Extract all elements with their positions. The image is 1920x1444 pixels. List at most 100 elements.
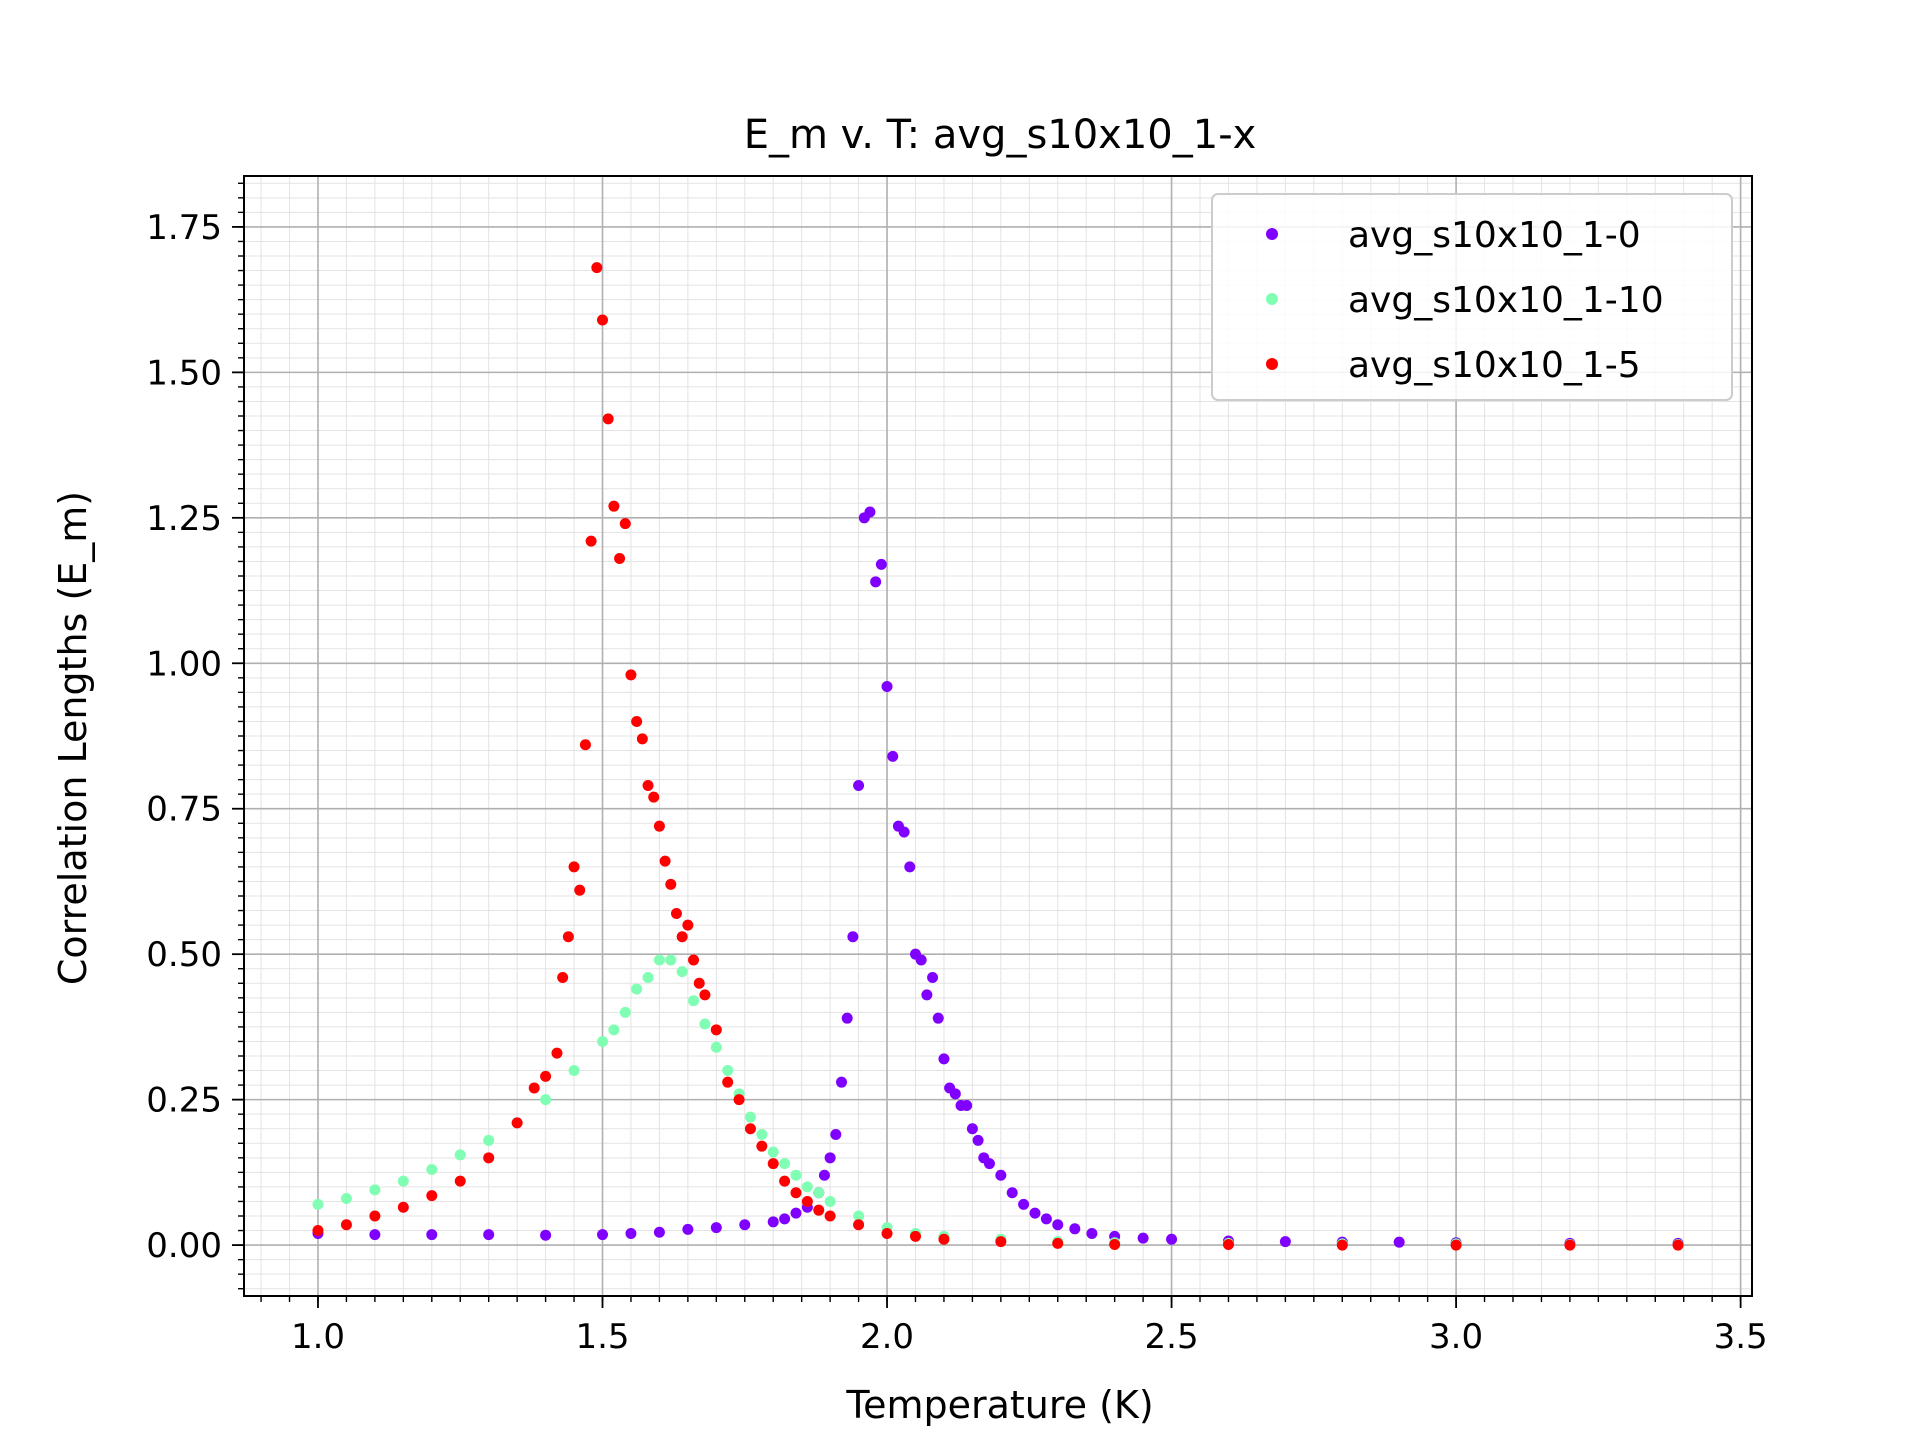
- data-point: [921, 989, 933, 1001]
- data-point: [853, 779, 865, 791]
- chart-title: E_m v. T: avg_s10x10_1-x: [744, 112, 1257, 158]
- data-point: [648, 791, 660, 803]
- data-point: [767, 1216, 779, 1228]
- data-point: [631, 983, 643, 995]
- data-point: [483, 1229, 495, 1241]
- data-point: [779, 1175, 791, 1187]
- data-point: [722, 1076, 734, 1088]
- grid-lines: [244, 176, 1752, 1296]
- data-point: [454, 1175, 466, 1187]
- data-point: [653, 954, 665, 966]
- data-point: [824, 1210, 836, 1222]
- y-tick-label: 0.00: [146, 1226, 222, 1266]
- data-point: [739, 1219, 751, 1231]
- data-point: [602, 413, 614, 425]
- data-point: [688, 954, 700, 966]
- data-point: [915, 954, 927, 966]
- data-point: [676, 931, 688, 943]
- data-point: [870, 576, 882, 588]
- legend-label: avg_s10x10_1-5: [1348, 345, 1641, 386]
- data-point: [995, 1169, 1007, 1181]
- x-tick-label: 3.5: [1714, 1317, 1768, 1357]
- data-point: [1336, 1239, 1348, 1251]
- x-axis-label: Temperature (K): [845, 1383, 1153, 1427]
- data-point: [1069, 1223, 1081, 1235]
- data-point: [1109, 1239, 1121, 1251]
- data-point: [642, 779, 654, 791]
- data-point: [830, 1129, 842, 1141]
- data-point: [710, 1024, 722, 1036]
- data-point: [454, 1149, 466, 1161]
- data-point: [938, 1233, 950, 1245]
- data-point: [898, 826, 910, 838]
- data-point: [1279, 1236, 1291, 1248]
- data-point: [659, 855, 671, 867]
- data-point: [790, 1169, 802, 1181]
- data-point: [927, 971, 939, 983]
- y-tick-label: 1.50: [146, 353, 222, 393]
- data-point: [904, 861, 916, 873]
- data-point: [853, 1219, 865, 1231]
- legend-marker: [1266, 293, 1278, 305]
- data-point: [790, 1187, 802, 1199]
- data-point: [631, 715, 643, 727]
- data-point: [1006, 1187, 1018, 1199]
- data-point: [801, 1181, 813, 1193]
- data-point: [710, 1222, 722, 1234]
- data-point: [818, 1169, 830, 1181]
- legend-label: avg_s10x10_1-0: [1348, 215, 1641, 256]
- data-point: [636, 733, 648, 745]
- data-point: [369, 1229, 381, 1241]
- data-point: [1137, 1232, 1149, 1244]
- data-point: [597, 314, 609, 326]
- data-point: [670, 907, 682, 919]
- data-point: [682, 919, 694, 931]
- data-point: [1086, 1227, 1098, 1239]
- data-point: [710, 1041, 722, 1053]
- data-point: [949, 1088, 961, 1100]
- data-point: [744, 1123, 756, 1135]
- data-point: [813, 1204, 825, 1216]
- data-point: [562, 931, 574, 943]
- data-point: [847, 931, 859, 943]
- data-point: [619, 518, 631, 530]
- data-point: [1018, 1198, 1030, 1210]
- data-point: [397, 1175, 409, 1187]
- data-point: [961, 1099, 973, 1111]
- y-tick-label: 1.00: [146, 644, 222, 684]
- data-point: [568, 861, 580, 873]
- data-point: [938, 1053, 950, 1065]
- data-point: [625, 1227, 637, 1239]
- data-point: [841, 1012, 853, 1024]
- legend-marker: [1266, 228, 1278, 240]
- data-point: [528, 1082, 540, 1094]
- data-point: [653, 1226, 665, 1238]
- data-point: [483, 1152, 495, 1164]
- legend-marker: [1266, 358, 1278, 370]
- data-point: [688, 995, 700, 1007]
- data-point: [397, 1201, 409, 1213]
- data-point: [568, 1065, 580, 1077]
- data-point: [614, 553, 626, 565]
- x-tick-label: 1.5: [575, 1317, 629, 1357]
- data-point: [312, 1198, 324, 1210]
- data-point: [972, 1134, 984, 1146]
- data-point: [1052, 1237, 1064, 1249]
- data-point: [426, 1190, 438, 1202]
- data-point: [1222, 1239, 1234, 1251]
- data-point: [995, 1236, 1007, 1248]
- data-point: [369, 1184, 381, 1196]
- data-point: [864, 506, 876, 518]
- data-point: [557, 971, 569, 983]
- data-point: [767, 1158, 779, 1170]
- data-point: [597, 1229, 609, 1241]
- data-point: [369, 1210, 381, 1222]
- data-point: [932, 1012, 944, 1024]
- data-point: [1029, 1207, 1041, 1219]
- data-point: [1564, 1239, 1576, 1251]
- data-point: [1672, 1239, 1684, 1251]
- data-point: [540, 1229, 552, 1241]
- data-point: [881, 681, 893, 693]
